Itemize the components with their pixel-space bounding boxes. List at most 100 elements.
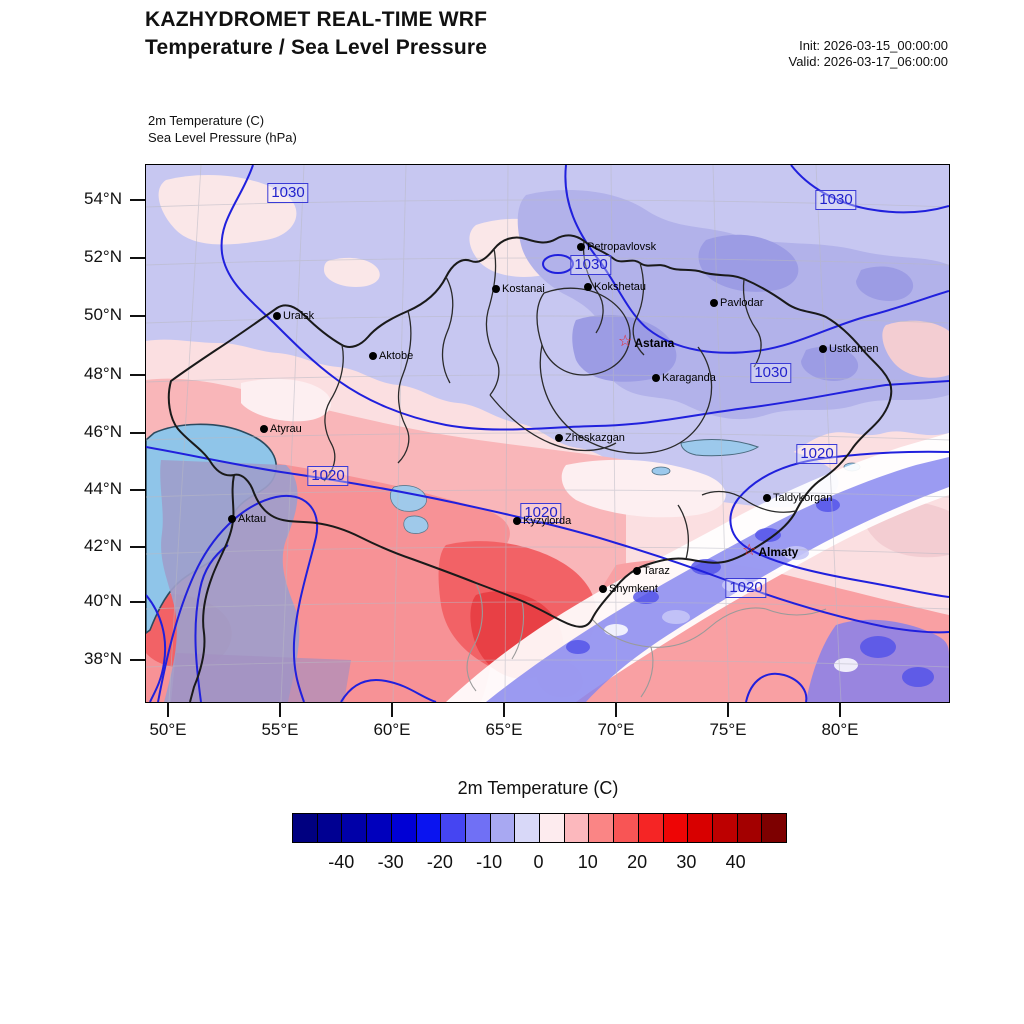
y-axis-label: 42°N bbox=[84, 536, 122, 555]
y-axis-label: 38°N bbox=[84, 649, 122, 668]
colorbar-tick-label: 40 bbox=[725, 852, 746, 872]
city-atyrau: Atyrau bbox=[260, 423, 302, 435]
colorbar-tick-label: -10 bbox=[476, 852, 503, 872]
city-label: Kyzylorda bbox=[523, 515, 572, 527]
city-dot-marker bbox=[260, 425, 268, 433]
y-axis-tick bbox=[130, 659, 145, 661]
city-uralsk: Uralsk bbox=[273, 310, 314, 322]
city-shymkent: Shymkent bbox=[599, 583, 658, 595]
city-dot-marker bbox=[710, 299, 718, 307]
colorbar-title: 2m Temperature (C) bbox=[457, 778, 619, 798]
city-dot-marker bbox=[819, 345, 827, 353]
city-dot-marker bbox=[584, 283, 592, 291]
star-marker: ☆ bbox=[742, 542, 757, 559]
colorbar-segment bbox=[762, 814, 787, 842]
map-frame: Petropavlovsk Kostanai Kokshetau Pavlodar Ur… bbox=[145, 164, 950, 703]
city-label: Shymkent bbox=[609, 583, 658, 595]
isobar-contours bbox=[146, 165, 949, 702]
colorbar-segment bbox=[342, 814, 368, 842]
valid-time: Valid: 2026-03-17_06:00:00 bbox=[788, 54, 949, 69]
colorbar-segment bbox=[317, 814, 343, 842]
temperature-pressure-map bbox=[146, 165, 949, 702]
city-label: Kokshetau bbox=[594, 281, 646, 293]
x-axis-tick bbox=[391, 702, 393, 717]
colorbar-tick-label: -20 bbox=[426, 852, 453, 872]
isobar-label-1020: 1020 bbox=[307, 466, 349, 486]
y-axis-tick bbox=[130, 315, 145, 317]
x-axis-tick bbox=[727, 702, 729, 717]
field-label-pressure: Sea Level Pressure (hPa) bbox=[148, 130, 297, 145]
colorbar-segment bbox=[515, 814, 541, 842]
city-pavlodar: Pavlodar bbox=[710, 297, 763, 309]
city-label: Atyrau bbox=[270, 423, 302, 435]
city-dot-marker bbox=[228, 515, 236, 523]
city-dot-marker bbox=[599, 585, 607, 593]
x-axis-label: 75°E bbox=[709, 720, 747, 739]
city-aktobe: Aktobe bbox=[369, 350, 413, 362]
city-dot-marker bbox=[492, 285, 500, 293]
city-dot-marker bbox=[652, 374, 660, 382]
y-axis-label: 44°N bbox=[84, 479, 122, 498]
city-kostanai: Kostanai bbox=[492, 283, 545, 295]
isobar-label-1030: 1030 bbox=[267, 183, 309, 203]
city-dot-marker bbox=[555, 434, 563, 442]
city-dot-marker bbox=[763, 494, 771, 502]
y-axis-tick bbox=[130, 432, 145, 434]
city-label: Aktau bbox=[238, 513, 267, 525]
x-axis-tick bbox=[615, 702, 617, 717]
y-axis-label: 40°N bbox=[84, 591, 122, 610]
isobar-label-1030: 1030 bbox=[750, 363, 792, 383]
colorbar-tick-label: -30 bbox=[377, 852, 404, 872]
city-label: Taldykorgan bbox=[773, 492, 833, 504]
colorbar-segment bbox=[293, 814, 318, 842]
colorbar-segment bbox=[465, 814, 491, 842]
x-axis-label: 55°E bbox=[261, 720, 299, 739]
x-axis-label: 70°E bbox=[597, 720, 635, 739]
colorbar-segment bbox=[737, 814, 763, 842]
temperature-colorbar bbox=[292, 813, 787, 843]
city-dot-marker bbox=[513, 517, 521, 525]
x-axis-tick bbox=[167, 702, 169, 717]
y-axis-tick bbox=[130, 257, 145, 259]
y-axis-label: 54°N bbox=[84, 189, 122, 208]
city-label: Petropavlovsk bbox=[587, 241, 657, 253]
city-taldykorgan: Taldykorgan bbox=[763, 492, 832, 504]
run-times: Init: 2026-03-15_00:00:00 Valid: 2026-03… bbox=[789, 38, 949, 70]
x-axis-tick bbox=[839, 702, 841, 717]
field-labels: 2m Temperature (C) Sea Level Pressure (h… bbox=[148, 112, 297, 146]
field-label-temperature: 2m Temperature (C) bbox=[148, 113, 265, 128]
colorbar-segment bbox=[663, 814, 689, 842]
isobar-label-1020: 1020 bbox=[725, 578, 767, 598]
city-label: Uralsk bbox=[283, 310, 315, 322]
colorbar-tick-label: 20 bbox=[627, 852, 648, 872]
colorbar-segment bbox=[367, 814, 392, 842]
city-kyzylorda: Kyzylorda bbox=[513, 515, 571, 527]
city-label: Zheskazgan bbox=[565, 432, 625, 444]
colorbar-segment bbox=[589, 814, 615, 842]
y-axis-label: 46°N bbox=[84, 422, 122, 441]
colorbar-tick-label: 0 bbox=[533, 852, 544, 872]
colorbar-segment bbox=[638, 814, 664, 842]
x-axis-label: 65°E bbox=[485, 720, 523, 739]
city-almaty: ☆ Almaty bbox=[742, 542, 798, 560]
colorbar-segment bbox=[688, 814, 713, 842]
city-label: Ustkamen bbox=[829, 343, 879, 355]
x-axis-label: 50°E bbox=[149, 720, 187, 739]
city-label: Pavlodar bbox=[720, 297, 764, 309]
x-axis-label: 80°E bbox=[821, 720, 859, 739]
isobar-label-1030: 1030 bbox=[570, 255, 612, 275]
city-dot-marker bbox=[369, 352, 377, 360]
y-axis-tick bbox=[130, 489, 145, 491]
isobar-label-1020: 1020 bbox=[520, 503, 562, 523]
colorbar-segment bbox=[416, 814, 442, 842]
colorbar-tick-label: 10 bbox=[577, 852, 598, 872]
city-label: Aktobe bbox=[379, 350, 414, 362]
kazakhstan-border bbox=[167, 234, 893, 702]
city-petropavlovsk: Petropavlovsk bbox=[577, 241, 656, 253]
colorbar-segment bbox=[564, 814, 590, 842]
city-label: Kostanai bbox=[502, 283, 545, 295]
city-taraz: Taraz bbox=[633, 565, 670, 577]
city-label: Karaganda bbox=[662, 372, 716, 384]
y-axis-tick bbox=[130, 546, 145, 548]
